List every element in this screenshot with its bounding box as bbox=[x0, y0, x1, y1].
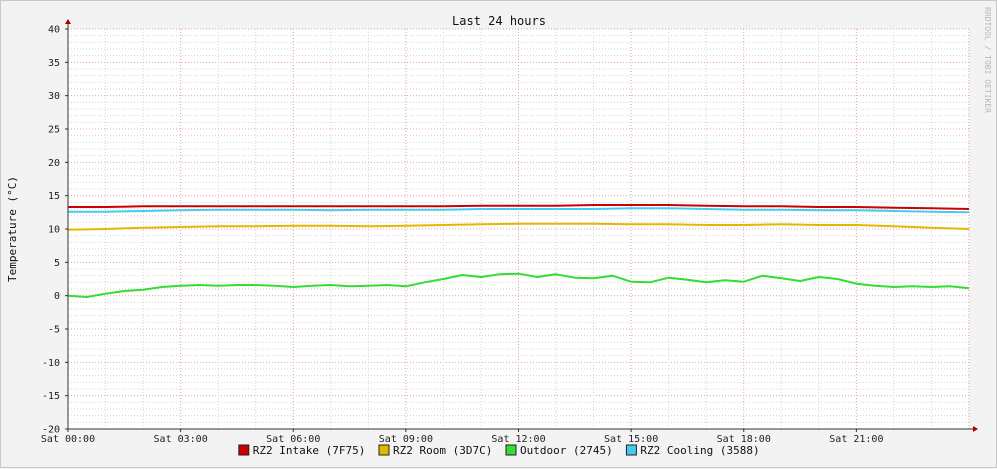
legend-swatch bbox=[238, 444, 250, 456]
y-axis-arrow bbox=[65, 19, 71, 24]
x-tick-label: Sat 15:00 bbox=[604, 434, 658, 445]
series-line-0 bbox=[68, 204, 970, 210]
y-tick-label: 35 bbox=[48, 58, 60, 69]
x-tick-label: Sat 21:00 bbox=[829, 434, 883, 445]
legend-item-3: RZ2 Cooling (3588) bbox=[625, 444, 760, 457]
x-tick-label: Sat 03:00 bbox=[154, 434, 208, 445]
x-tick-labels: Sat 00:00 Sat 03:00 Sat 06:00 Sat 09:00 Sat … bbox=[41, 434, 884, 445]
x-tick-label: Sat 12:00 bbox=[491, 434, 545, 445]
y-tick-label: 40 bbox=[48, 25, 60, 36]
series-layer bbox=[67, 204, 970, 298]
grid-lines bbox=[67, 28, 970, 430]
x-tick-label: Sat 00:00 bbox=[41, 434, 95, 445]
x-axis-arrow bbox=[973, 426, 978, 432]
series-line-2 bbox=[67, 272, 970, 298]
legend-item-2: Outdoor (2745) bbox=[505, 444, 613, 457]
y-tick-label: -10 bbox=[42, 358, 60, 369]
y-tick-label: 30 bbox=[48, 91, 60, 102]
y-tick-label: -5 bbox=[48, 325, 60, 336]
legend-item-1: RZ2 Room (3D7C) bbox=[378, 444, 492, 457]
y-tick-label: 5 bbox=[54, 258, 60, 269]
y-tick-label: 15 bbox=[48, 191, 60, 202]
x-tick-label: Sat 06:00 bbox=[266, 434, 320, 445]
y-tick-label: 20 bbox=[48, 158, 60, 169]
rrdtool-watermark: RRDTOOL / TOBI OETIKER bbox=[983, 7, 992, 113]
y-tick-label: 25 bbox=[48, 125, 60, 136]
legend: RZ2 Intake (7F75) RZ2 Room (3D7C) Outdoor … bbox=[238, 444, 760, 457]
legend-item-0: RZ2 Intake (7F75) bbox=[238, 444, 366, 457]
x-tick-label: Sat 09:00 bbox=[379, 434, 433, 445]
y-axis-label: Temperature (°C) bbox=[6, 176, 19, 282]
axes bbox=[65, 19, 978, 432]
x-tick-label: Sat 18:00 bbox=[717, 434, 771, 445]
y-tick-labels: -20 -15 -10 -5 0 5 10 15 20 25 30 35 40 bbox=[42, 25, 60, 436]
y-tick-label: -15 bbox=[42, 391, 60, 402]
legend-label: Outdoor (2745) bbox=[520, 444, 613, 457]
y-tick-label: -20 bbox=[42, 425, 60, 436]
legend-label: RZ2 Room (3D7C) bbox=[393, 444, 492, 457]
chart-title: Last 24 hours bbox=[452, 14, 546, 28]
legend-swatch bbox=[378, 444, 390, 456]
y-tick-label: 0 bbox=[54, 291, 60, 302]
legend-label: RZ2 Cooling (3588) bbox=[640, 444, 759, 457]
legend-label: RZ2 Intake (7F75) bbox=[253, 444, 366, 457]
series-line-3 bbox=[68, 207, 970, 214]
legend-swatch bbox=[505, 444, 517, 456]
series-line-1 bbox=[67, 222, 970, 231]
legend-swatch bbox=[625, 444, 637, 456]
y-tick-label: 10 bbox=[48, 225, 60, 236]
